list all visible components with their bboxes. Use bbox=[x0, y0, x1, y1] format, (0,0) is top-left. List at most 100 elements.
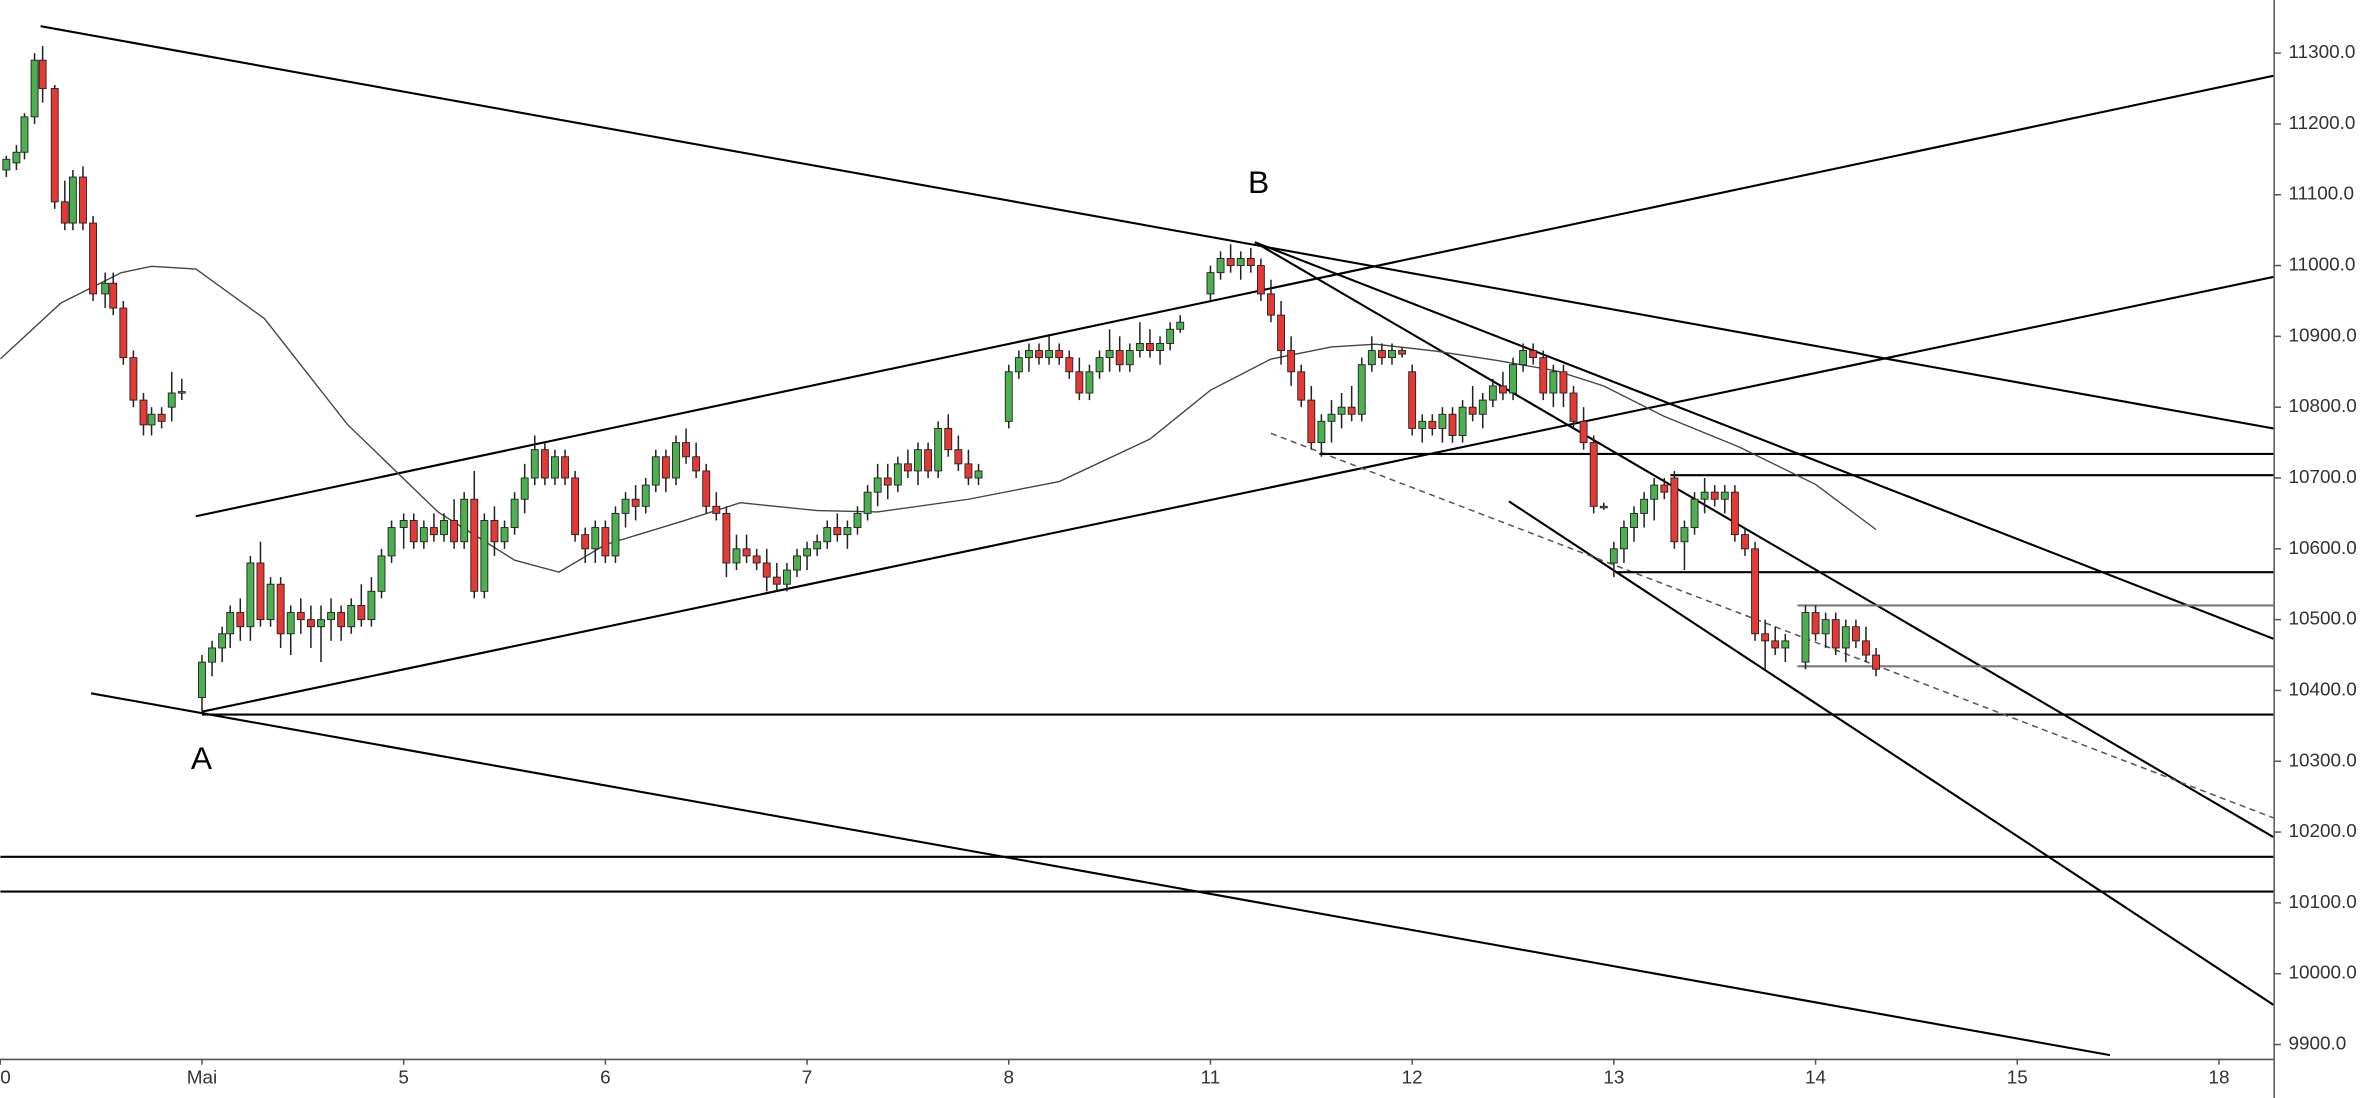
candle-body bbox=[129, 357, 138, 401]
candle-body bbox=[601, 527, 610, 557]
y-tick-label: 10700.0 bbox=[2289, 467, 2357, 488]
x-tick-label: 30 bbox=[0, 1067, 11, 1088]
candle-body bbox=[863, 491, 872, 514]
candle-body bbox=[530, 449, 539, 479]
candle-body bbox=[450, 520, 459, 543]
candle-body bbox=[246, 562, 255, 628]
candle-body bbox=[1549, 371, 1558, 394]
candle-body bbox=[367, 590, 376, 621]
candle-body bbox=[1065, 357, 1074, 373]
candle-body bbox=[119, 307, 128, 359]
candle-body bbox=[147, 413, 156, 426]
candle-body bbox=[641, 484, 650, 507]
candle-body bbox=[1821, 619, 1830, 635]
y-tick-label: 11300.0 bbox=[2289, 42, 2356, 63]
candle-body bbox=[1519, 350, 1528, 366]
candle-body bbox=[1125, 350, 1134, 366]
candle-body bbox=[954, 449, 963, 465]
candle-body bbox=[893, 463, 902, 486]
candle-body bbox=[823, 527, 832, 543]
x-tick-label: 8 bbox=[1004, 1067, 1015, 1088]
plot-area bbox=[0, 25, 2274, 1057]
candle-body bbox=[1246, 258, 1255, 267]
trend-line bbox=[201, 275, 2274, 713]
candle-body bbox=[540, 449, 549, 479]
candle-body bbox=[1478, 399, 1487, 415]
candle-body bbox=[1377, 350, 1386, 359]
candle-body bbox=[742, 548, 751, 557]
candle-body bbox=[1176, 321, 1185, 330]
candle-body bbox=[621, 498, 630, 514]
x-tick-label: 14 bbox=[1805, 1067, 1826, 1088]
candle-body bbox=[470, 498, 479, 592]
candle-body bbox=[68, 176, 77, 224]
trend-line bbox=[195, 74, 2274, 518]
candle-body bbox=[1751, 548, 1759, 635]
candle-body bbox=[101, 282, 110, 295]
candle-body bbox=[1135, 342, 1144, 351]
candle-body bbox=[377, 555, 386, 592]
candle-body bbox=[1710, 491, 1719, 500]
candle-body bbox=[480, 520, 489, 592]
candle-body bbox=[1014, 357, 1023, 373]
candle-body bbox=[177, 391, 186, 394]
candle-body bbox=[1367, 350, 1376, 366]
candle-body bbox=[409, 520, 418, 543]
candle-body bbox=[157, 413, 166, 422]
candle-body bbox=[924, 449, 933, 472]
candle-body bbox=[266, 583, 275, 621]
candle-body bbox=[833, 527, 842, 536]
candle-body bbox=[581, 534, 590, 550]
candle-body bbox=[317, 619, 325, 628]
candle-body bbox=[1529, 350, 1538, 359]
candle-body bbox=[1781, 640, 1790, 649]
candle-body bbox=[296, 612, 305, 621]
candle-body bbox=[1811, 612, 1820, 635]
candle-body bbox=[510, 498, 519, 529]
candle-body bbox=[1801, 612, 1810, 663]
candle-body bbox=[752, 555, 761, 564]
candle-body bbox=[1418, 420, 1427, 429]
candle-body bbox=[712, 505, 721, 514]
candle-body bbox=[1771, 640, 1780, 649]
candle-body bbox=[306, 619, 315, 628]
candle-body bbox=[1509, 364, 1517, 394]
candle-body bbox=[1277, 314, 1285, 351]
trend-line bbox=[1508, 500, 2274, 1006]
x-tick-label: 6 bbox=[600, 1067, 611, 1088]
candle-body bbox=[813, 541, 822, 550]
candle-body bbox=[387, 527, 396, 557]
candle-body bbox=[1690, 498, 1699, 529]
candle-body bbox=[1569, 392, 1578, 422]
candle-body bbox=[1226, 258, 1235, 267]
candle-body bbox=[651, 456, 660, 486]
candle-body bbox=[89, 222, 97, 295]
x-tick-label: 5 bbox=[398, 1067, 409, 1088]
candle-body bbox=[1862, 640, 1870, 656]
candle-body bbox=[50, 88, 59, 203]
candle-body bbox=[30, 59, 39, 118]
candle-body bbox=[1680, 527, 1689, 543]
candle-body bbox=[1267, 293, 1275, 316]
candle-body bbox=[79, 176, 87, 224]
candle-body bbox=[1085, 371, 1094, 394]
candle-body bbox=[1287, 350, 1296, 373]
y-tick-label: 10500.0 bbox=[2289, 609, 2357, 630]
candle-body bbox=[1075, 371, 1084, 394]
candle-body bbox=[440, 520, 448, 536]
candle-body bbox=[1579, 420, 1588, 444]
candle-body bbox=[1408, 371, 1417, 429]
candle-body bbox=[1720, 491, 1729, 500]
candle-body bbox=[1640, 498, 1649, 514]
candle-body bbox=[1468, 406, 1477, 415]
candle-body bbox=[853, 512, 862, 529]
candle-body bbox=[682, 442, 690, 458]
candle-body bbox=[1206, 272, 1215, 295]
candle-body bbox=[139, 399, 148, 426]
candle-body bbox=[1448, 413, 1457, 436]
annotation: A bbox=[191, 740, 213, 776]
candle-body bbox=[1105, 350, 1114, 359]
candle-body bbox=[327, 612, 335, 621]
